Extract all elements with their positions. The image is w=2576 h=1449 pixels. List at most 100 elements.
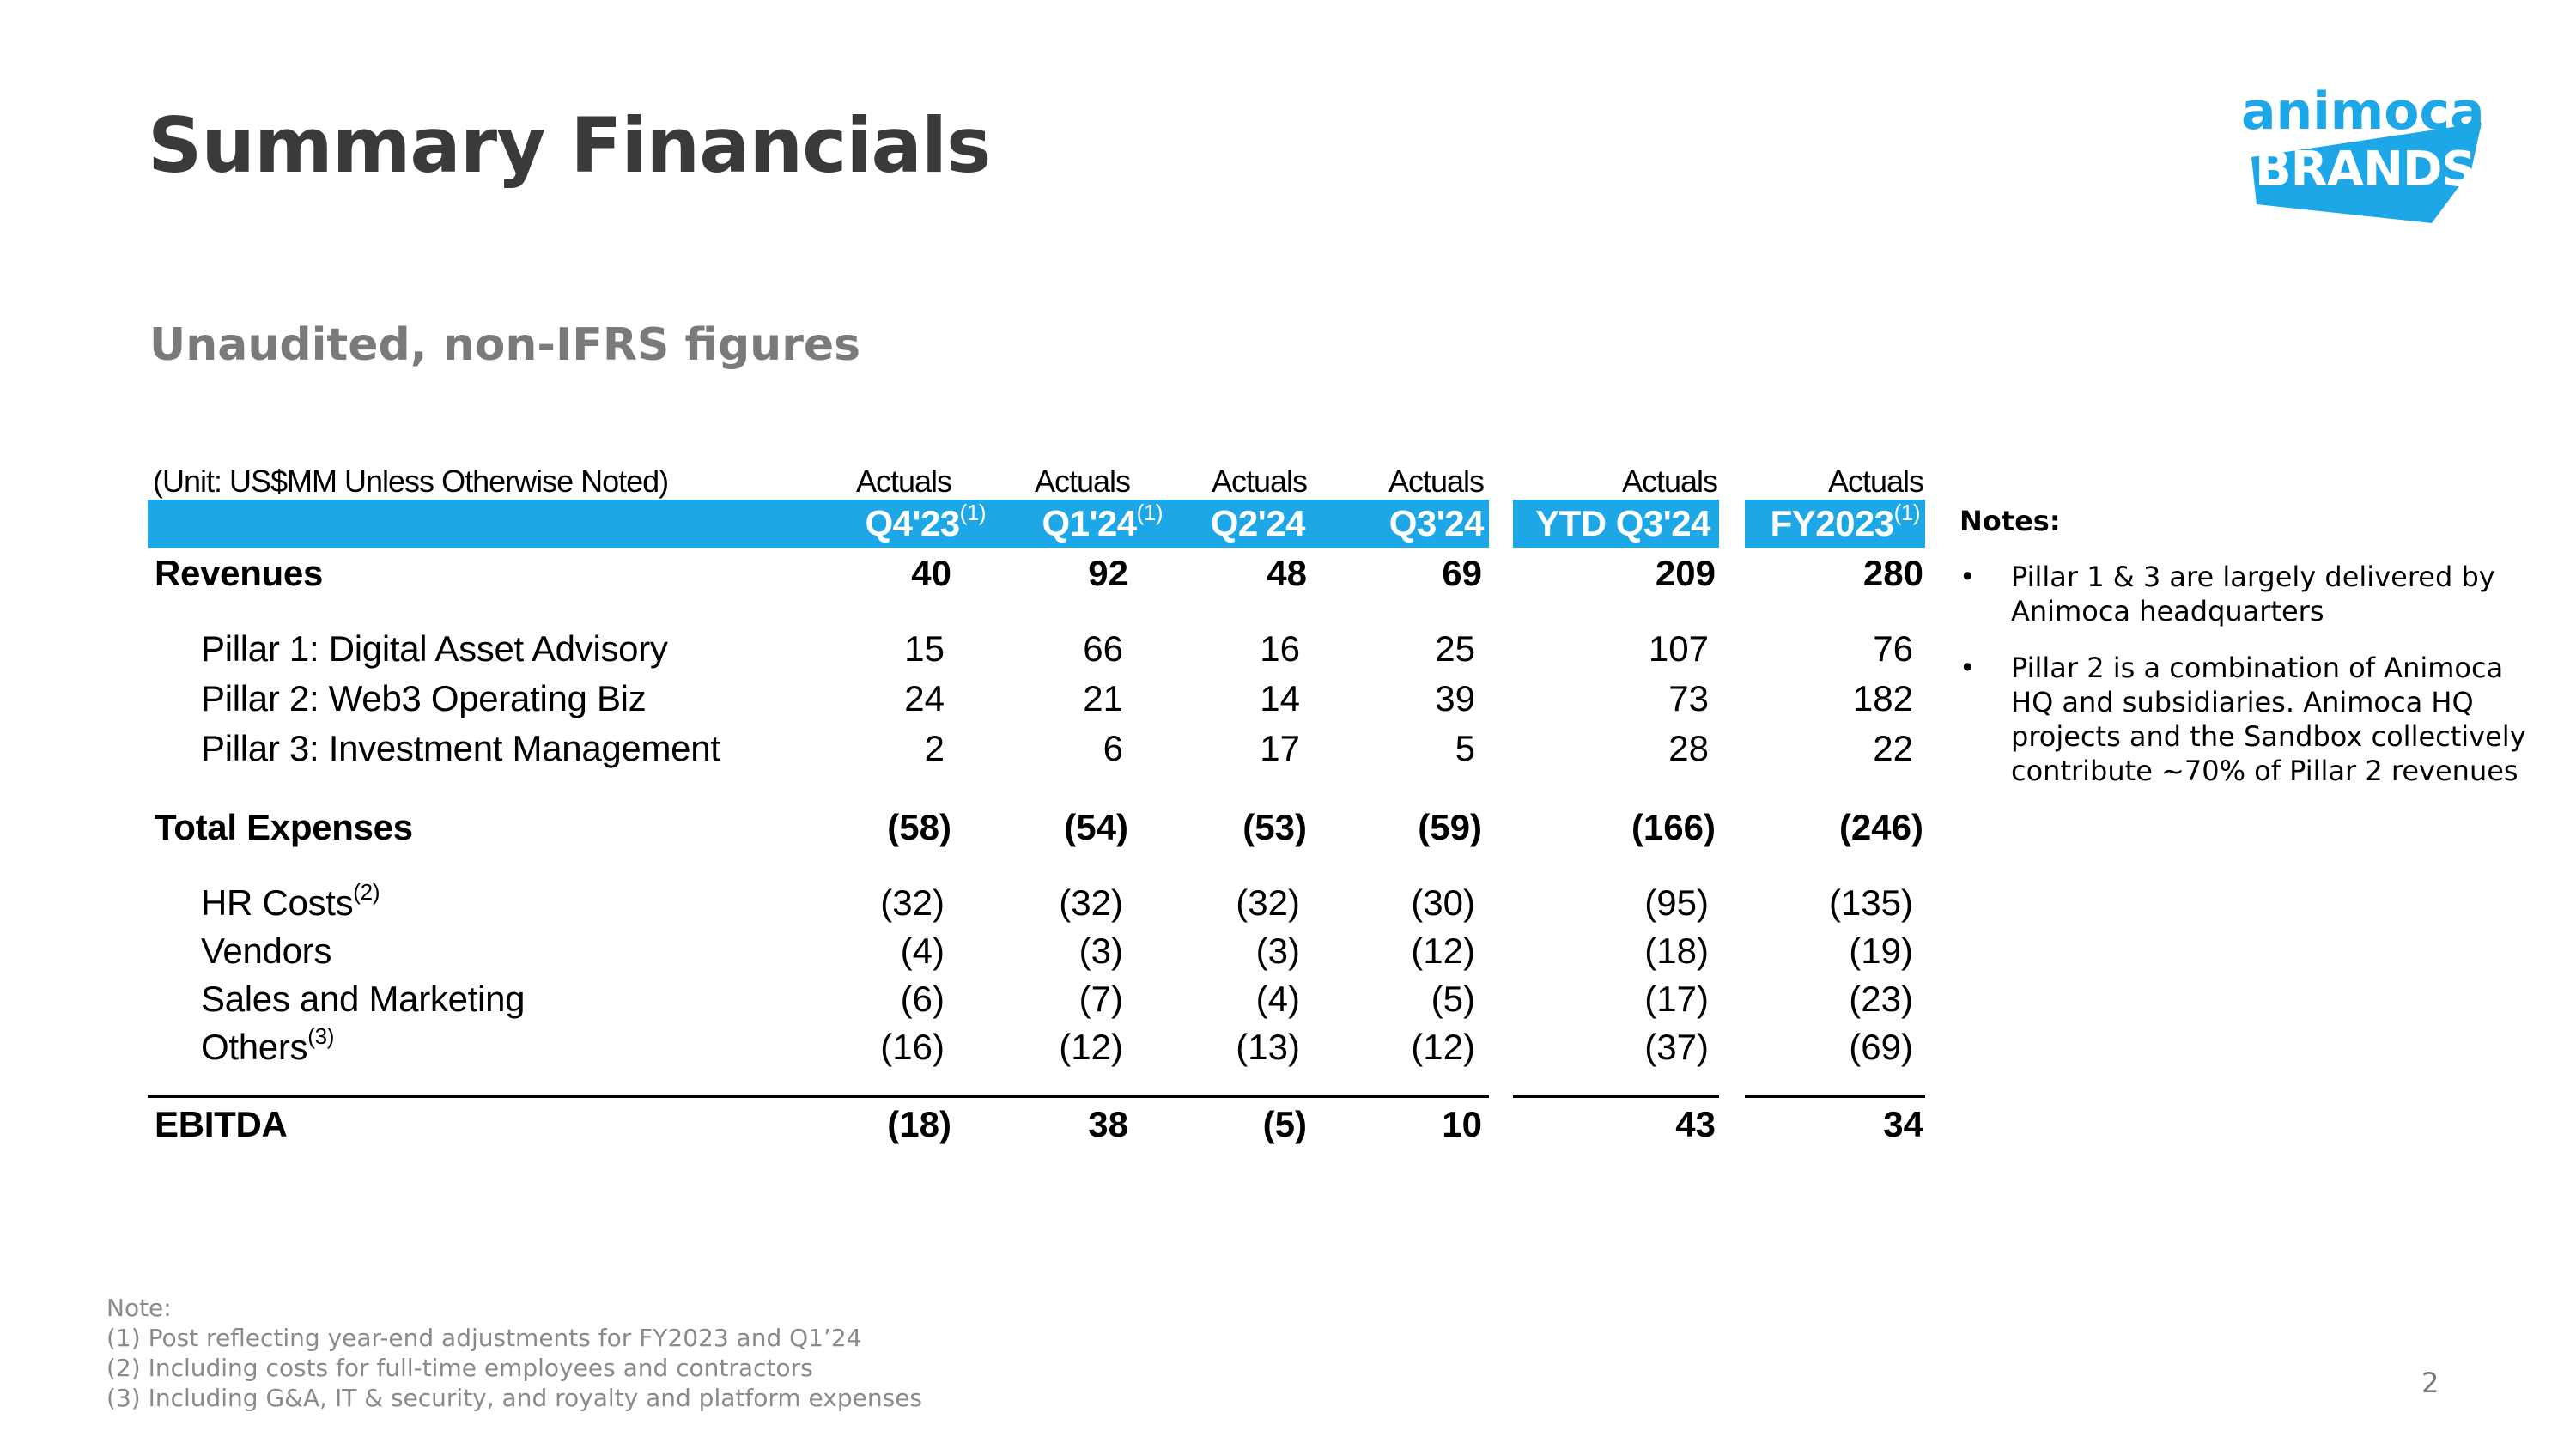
page-title: Summary Financials xyxy=(148,101,991,190)
cell-ytd-q3-24: (18) xyxy=(1644,931,1709,971)
cell-q3-24: 10 xyxy=(1442,1104,1482,1144)
cell-q4-23: (32) xyxy=(880,882,945,923)
col-status-q2-24: Actuals xyxy=(1211,464,1308,499)
row-label: Sales and Marketing xyxy=(201,979,526,1019)
cell-q1-24: 66 xyxy=(1083,628,1123,669)
row-label: EBITDA xyxy=(155,1104,288,1144)
cell-ytd-q3-24: 43 xyxy=(1675,1104,1716,1144)
cell-q2-24: (32) xyxy=(1236,882,1300,923)
ebitda-rule-quarters xyxy=(148,1095,1489,1098)
cell-q3-24: (12) xyxy=(1411,1027,1475,1067)
cell-fy2023: 22 xyxy=(1873,728,1913,768)
svg-text:BRANDS: BRANDS xyxy=(2255,142,2476,197)
col-header-q1-24: Q1'24(1) xyxy=(1042,499,1163,543)
footnote-1: (1) Post reflecting year-end adjustments… xyxy=(106,1324,862,1352)
ebitda-rule-ytd xyxy=(1513,1095,1719,1098)
cell-q4-23: (16) xyxy=(880,1027,945,1067)
animoca-brands-logo: animoca BRANDS xyxy=(2241,82,2485,223)
cell-q4-23: 40 xyxy=(911,553,951,593)
cell-q2-24: 17 xyxy=(1260,728,1300,768)
cell-fy2023: 182 xyxy=(1852,678,1913,718)
cell-q1-24: (32) xyxy=(1059,882,1123,923)
col-header-q3-24: Q3'24 xyxy=(1388,503,1485,543)
ebitda-rule-fy xyxy=(1745,1095,1925,1098)
header-band-fy xyxy=(1745,500,1925,548)
row-label: Revenues xyxy=(155,553,324,593)
note-item: • Pillar 1 & 3 are largely delivered by … xyxy=(1959,560,2526,628)
cell-fy2023: (135) xyxy=(1828,882,1913,923)
row-label: Pillar 1: Digital Asset Advisory xyxy=(201,628,668,669)
col-status-q4-23: Actuals xyxy=(855,464,952,499)
cell-q3-24: (59) xyxy=(1418,807,1482,847)
cell-q2-24: 14 xyxy=(1260,678,1300,718)
page-subtitle: Unaudited, non-IFRS figures xyxy=(149,319,861,371)
unit-label: (Unit: US$MM Unless Otherwise Noted) xyxy=(153,464,669,499)
col-status-ytd-q3-24: Actuals xyxy=(1621,464,1718,499)
row-label: Total Expenses xyxy=(155,807,413,847)
cell-q2-24: (4) xyxy=(1255,979,1300,1019)
cell-q1-24: (7) xyxy=(1078,979,1123,1019)
cell-fy2023: 280 xyxy=(1862,553,1923,593)
cell-q1-24: (12) xyxy=(1059,1027,1123,1067)
col-header-fy2023: FY2023(1) xyxy=(1770,499,1921,543)
cell-fy2023: (23) xyxy=(1849,979,1913,1019)
page-number: 2 xyxy=(2421,1367,2439,1399)
col-status-q3-24: Actuals xyxy=(1388,464,1485,499)
col-header-ytd-q3-24: YTD Q3'24 xyxy=(1535,503,1710,543)
cell-fy2023: 76 xyxy=(1873,628,1913,669)
cell-q4-23: 2 xyxy=(924,728,945,768)
cell-q3-24: (5) xyxy=(1431,979,1475,1019)
cell-ytd-q3-24: 73 xyxy=(1668,678,1709,718)
footnote-3: (3) Including G&A, IT & security, and ro… xyxy=(106,1384,923,1412)
cell-fy2023: (19) xyxy=(1849,931,1913,971)
cell-q3-24: 39 xyxy=(1435,678,1475,718)
note-text: Pillar 2 is a combination of Animoca HQ … xyxy=(2011,652,2526,787)
cell-q4-23: 15 xyxy=(904,628,945,669)
cell-q1-24: (54) xyxy=(1064,807,1128,847)
cell-q3-24: (12) xyxy=(1411,931,1475,971)
cell-q3-24: 69 xyxy=(1442,553,1482,593)
cell-q4-23: (58) xyxy=(887,807,951,847)
cell-q2-24: (13) xyxy=(1236,1027,1300,1067)
cell-fy2023: (69) xyxy=(1849,1027,1913,1067)
cell-q1-24: 92 xyxy=(1088,553,1128,593)
cell-q4-23: (18) xyxy=(887,1104,951,1144)
svg-text:animoca: animoca xyxy=(2241,82,2485,142)
cell-q3-24: 5 xyxy=(1455,728,1475,768)
footnote-2: (2) Including costs for full-time employ… xyxy=(106,1354,813,1382)
row-label: Pillar 3: Investment Management xyxy=(201,728,720,768)
cell-q2-24: (53) xyxy=(1242,807,1307,847)
cell-q1-24: 21 xyxy=(1083,678,1123,718)
cell-ytd-q3-24: (166) xyxy=(1631,807,1716,847)
col-header-q2-24: Q2'24 xyxy=(1210,503,1306,543)
row-label: Others(3) xyxy=(201,1022,335,1067)
cell-q1-24: (3) xyxy=(1078,931,1123,971)
row-label: Pillar 2: Web3 Operating Biz xyxy=(201,678,647,718)
cell-q1-24: 38 xyxy=(1088,1104,1128,1144)
col-status-q1-24: Actuals xyxy=(1034,464,1131,499)
cell-ytd-q3-24: (37) xyxy=(1644,1027,1709,1067)
row-label: Vendors xyxy=(201,931,332,971)
notes-heading: Notes: xyxy=(1959,505,2061,537)
header-band-quarters xyxy=(148,500,1489,548)
col-status-fy2023: Actuals xyxy=(1827,464,1924,499)
cell-q4-23: (4) xyxy=(900,931,945,971)
footnotes: Note: (1) Post reflecting year-end adjus… xyxy=(106,1293,922,1413)
header-band-ytd xyxy=(1513,500,1719,548)
cell-fy2023: 34 xyxy=(1883,1104,1923,1144)
cell-fy2023: (246) xyxy=(1838,807,1923,847)
cell-ytd-q3-24: (17) xyxy=(1644,979,1709,1019)
col-header-q4-23: Q4'23(1) xyxy=(865,499,986,543)
row-label: HR Costs(2) xyxy=(201,878,380,923)
cell-q2-24: (3) xyxy=(1255,931,1300,971)
cell-ytd-q3-24: 209 xyxy=(1655,553,1716,593)
note-item: • Pillar 2 is a combination of Animoca H… xyxy=(1959,651,2526,788)
cell-q2-24: 48 xyxy=(1267,553,1307,593)
cell-q3-24: (30) xyxy=(1411,882,1475,923)
cell-q4-23: 24 xyxy=(904,678,945,718)
footnote-heading: Note: xyxy=(106,1294,172,1322)
cell-q1-24: 6 xyxy=(1103,728,1123,768)
cell-ytd-q3-24: (95) xyxy=(1644,882,1709,923)
cell-q2-24: (5) xyxy=(1262,1104,1307,1144)
note-text: Pillar 1 & 3 are largely delivered by An… xyxy=(2011,561,2495,627)
